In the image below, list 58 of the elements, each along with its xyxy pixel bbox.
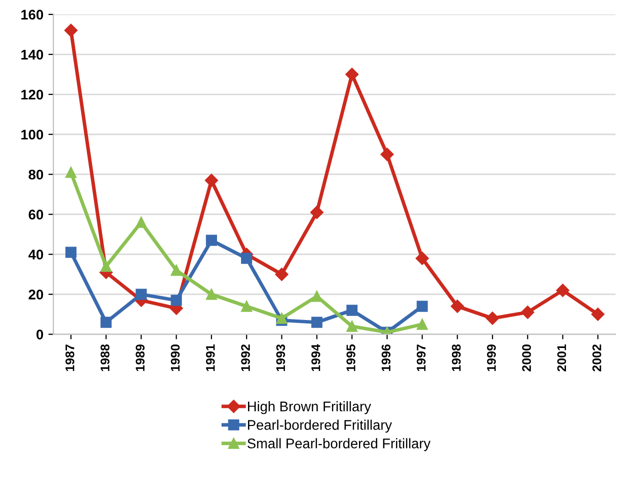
point bbox=[450, 300, 464, 313]
point bbox=[241, 252, 252, 264]
point bbox=[556, 284, 570, 297]
point bbox=[136, 216, 147, 228]
point bbox=[100, 260, 112, 272]
point bbox=[206, 288, 218, 300]
y-tick-label: 80 bbox=[28, 170, 44, 180]
x-tick-label: 2000 bbox=[522, 344, 531, 372]
x-tick-label: 1998 bbox=[452, 344, 461, 372]
point bbox=[416, 318, 428, 330]
point bbox=[64, 24, 78, 38]
x-tick-label: 1991 bbox=[206, 344, 215, 372]
y-tick-label: 20 bbox=[28, 290, 44, 300]
point bbox=[275, 268, 288, 281]
point bbox=[380, 148, 394, 161]
x-tick-label: 1995 bbox=[346, 344, 356, 372]
point bbox=[206, 234, 218, 246]
y-tick-label: 140 bbox=[21, 50, 44, 60]
point bbox=[521, 306, 534, 319]
point bbox=[416, 300, 428, 312]
x-tick-label: 1992 bbox=[241, 344, 250, 372]
point bbox=[345, 68, 359, 81]
point bbox=[65, 166, 76, 178]
x-tick-label: 1989 bbox=[136, 344, 145, 372]
point bbox=[170, 264, 182, 276]
point bbox=[416, 252, 429, 265]
point bbox=[346, 320, 358, 332]
y-tick-label: 120 bbox=[21, 90, 44, 100]
x-tick-label: 1994 bbox=[311, 344, 320, 372]
point bbox=[486, 312, 500, 325]
point bbox=[310, 206, 324, 219]
legend-label: High Brown Fritillary bbox=[248, 401, 372, 414]
x-tick-label: 2001 bbox=[557, 344, 566, 372]
point bbox=[65, 246, 76, 258]
x-tick-label: 1988 bbox=[100, 344, 110, 372]
x-tick-label: 1987 bbox=[65, 344, 74, 372]
x-tick-label: 1997 bbox=[416, 344, 426, 372]
y-tick-label: 0 bbox=[36, 330, 44, 340]
y-tick-label: 40 bbox=[28, 250, 44, 260]
point bbox=[311, 290, 322, 302]
y-tick-label: 100 bbox=[21, 130, 44, 140]
x-tick-label: 2002 bbox=[592, 344, 602, 372]
x-tick-label: 1996 bbox=[382, 344, 390, 372]
point bbox=[241, 300, 252, 312]
y-tick-label: 160 bbox=[21, 10, 44, 20]
legend-label: Pearl-bordered Fritillary bbox=[248, 420, 392, 433]
point bbox=[100, 316, 112, 328]
point bbox=[591, 308, 604, 321]
legend-label: Small Pearl-bordered Fritillary bbox=[248, 438, 431, 452]
x-tick-label: 1999 bbox=[486, 344, 496, 372]
point bbox=[311, 316, 322, 328]
x-tick-label: 1993 bbox=[276, 344, 286, 372]
point bbox=[136, 288, 147, 300]
point bbox=[204, 174, 218, 187]
y-tick-label: 60 bbox=[28, 210, 44, 220]
point bbox=[170, 294, 182, 306]
point bbox=[346, 304, 358, 316]
x-tick-label: 1990 bbox=[170, 344, 180, 372]
